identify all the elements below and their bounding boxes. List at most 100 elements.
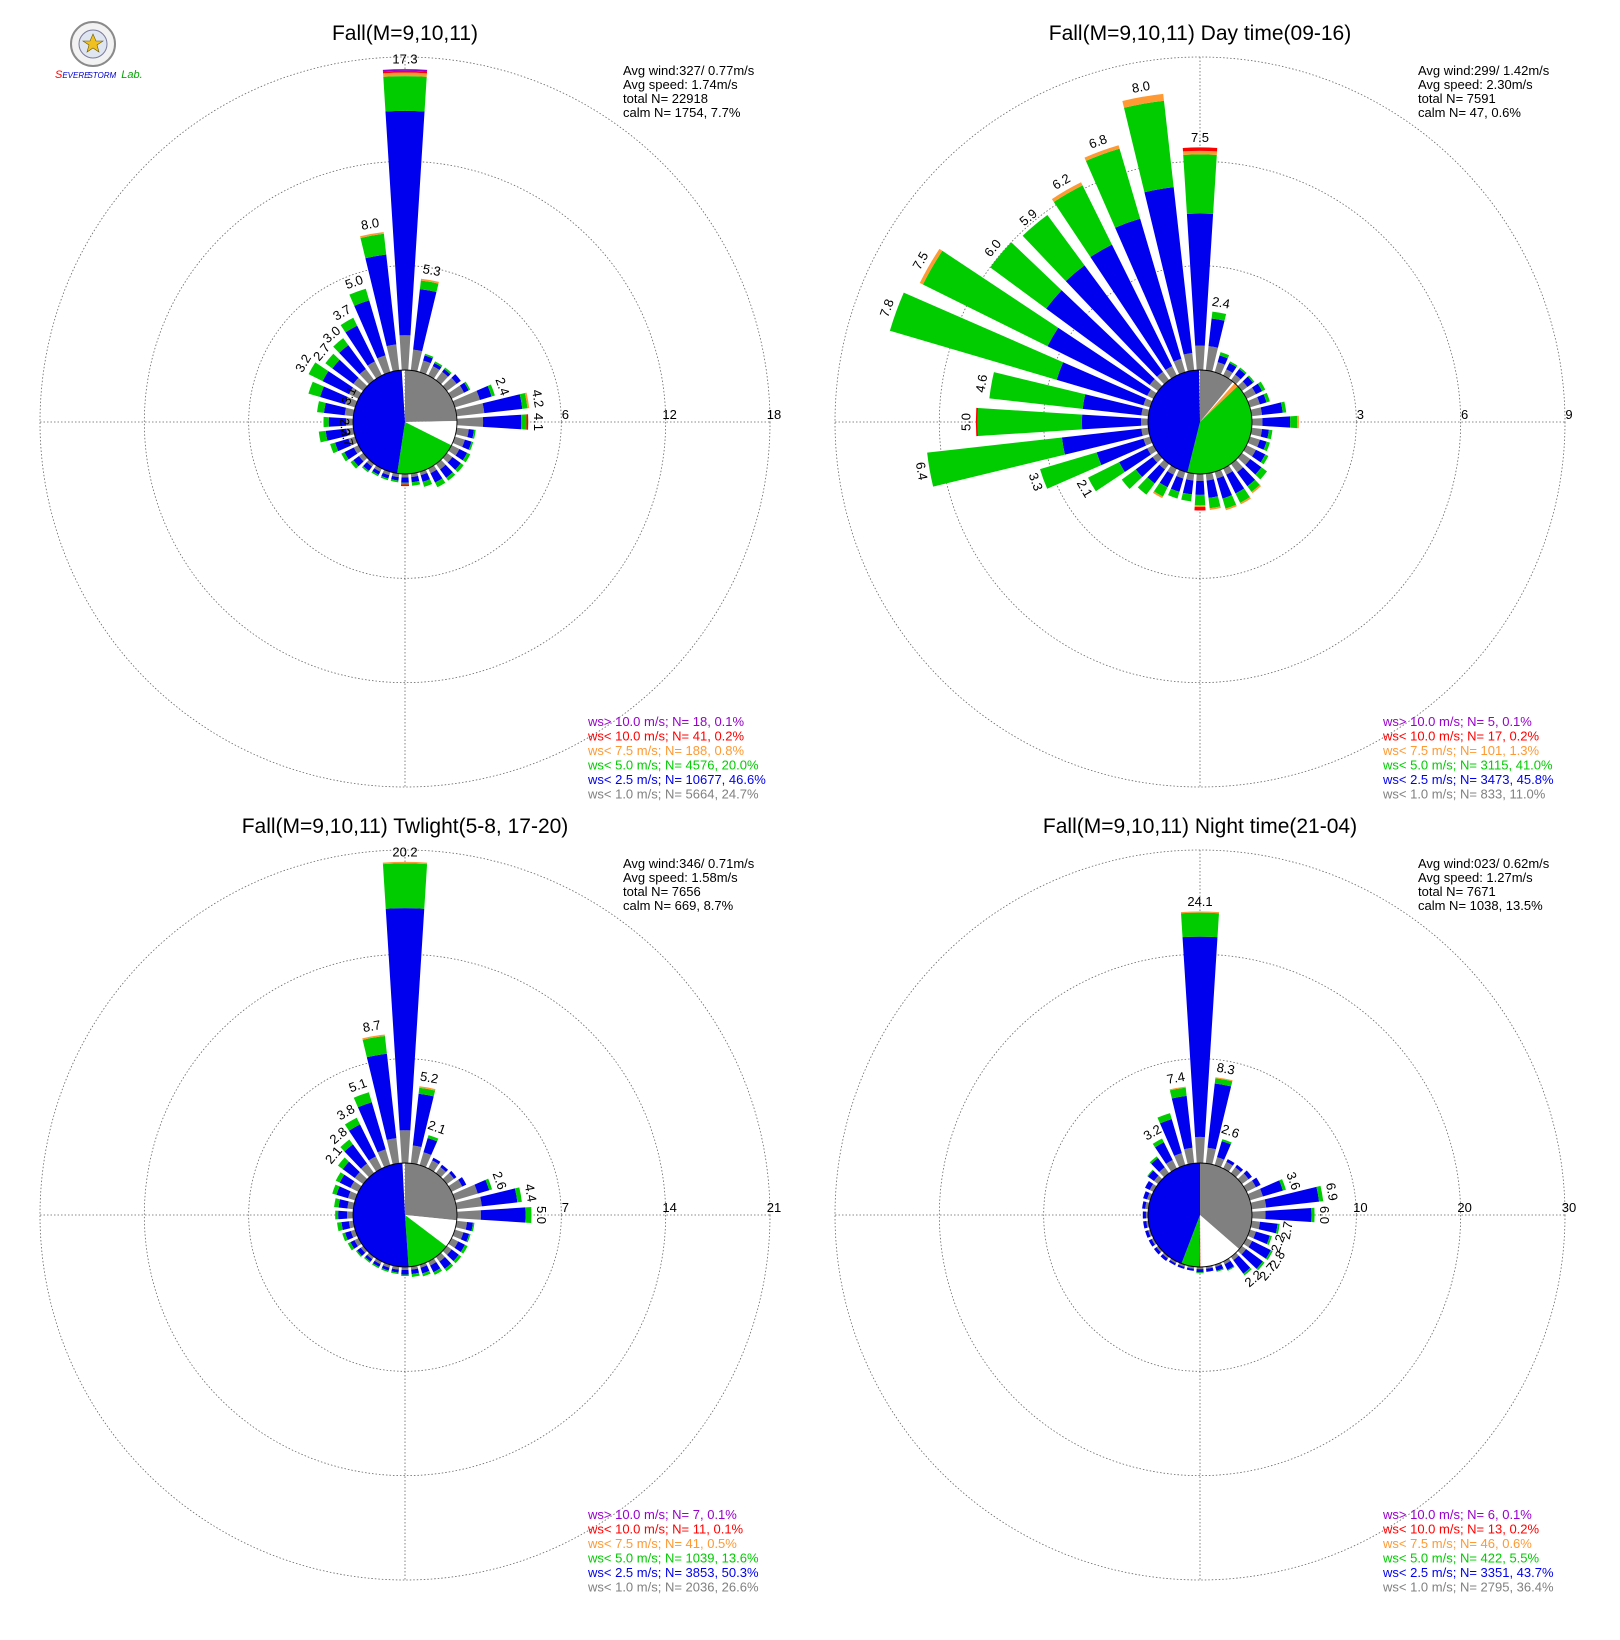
direction-bar [1084,145,1186,375]
legend-entry-gt10: ws> 10.0 m/s; N= 5, 0.1% [1382,714,1532,729]
bar-segment-lt1 [1230,459,1244,473]
bar-segment-lt5 [927,437,1065,487]
bar-segment-lt25 [447,456,461,470]
bar-segment-lt5 [446,472,456,481]
bar-segment-lt1 [1156,371,1170,385]
bar-segment-lt25 [1153,1247,1161,1255]
direction-bar [1181,472,1195,502]
bar-segment-lt25 [1119,448,1151,472]
bar-segment-lt5 [1263,441,1270,452]
legend-entry-lt75: ws< 7.5 m/s; N= 101, 1.3% [1382,743,1540,758]
direction-bar [335,1210,354,1220]
bar-segment-lt1 [354,1238,362,1247]
bar-segment-lt1 [1156,1245,1163,1253]
bar-segment-lt1 [1247,436,1260,447]
bar-segment-lt25 [1186,1267,1194,1271]
bar-segment-lt5 [1181,912,1219,938]
pie-slice-lt10 [1199,1215,1201,1267]
bar-segment-lt1 [347,1201,355,1210]
bar-segment-lt1 [1223,1258,1231,1265]
bar-segment-lt5 [341,452,349,462]
bar-segment-lt1 [456,1210,481,1220]
bar-segment-lt25 [1207,1083,1232,1150]
bar-segment-lt5 [487,384,495,397]
bar-segment-lt1 [360,1245,368,1253]
bar-segment-lt1 [377,355,391,375]
bar-segment-lt5 [323,416,329,428]
direction-bar [1186,1265,1195,1271]
bar-segment-lt25 [1257,439,1267,450]
legend-entry-gt10: ws> 10.0 m/s; N= 7, 0.1% [587,1507,737,1522]
bar-segment-lt25 [412,1093,434,1148]
direction-bar [435,367,452,385]
bar-segment-lt1 [1251,418,1263,426]
bar-segment-lt25 [1147,464,1166,484]
bar-value-label: 3.3 [1026,471,1046,493]
bar-segment-lt25 [1186,213,1214,346]
legend-entry-lt1: ws< 1.0 m/s; N= 833, 11.0% [1382,787,1546,802]
direction-bar [1250,1220,1280,1234]
stat-line: calm N= 669, 8.7% [623,898,734,913]
pie-outline [1147,1162,1253,1268]
direction-bar [455,1187,522,1210]
bar-segment-lt5 [1316,1185,1324,1202]
bar-segment-lt25 [1264,1186,1320,1208]
bar-segment-lt1 [428,465,437,474]
bar-segment-lt5 [1222,495,1237,509]
bar-segment-lt5 [355,1250,362,1258]
bar-segment-lt25 [482,394,523,414]
bar-segment-lt1 [366,459,375,467]
direction-bar [1237,1170,1252,1185]
bar-segment-lt5 [419,280,439,293]
bar-segment-lt5 [1229,361,1238,368]
bar-segment-lt5 [344,1117,361,1131]
bar-segment-lt75 [1152,491,1163,499]
bar-segment-lt5 [317,401,326,413]
panel-title: Fall(M=9,10,11) Day time(09-16) [1049,22,1351,45]
bar-segment-lt1 [368,1156,382,1172]
bar-segment-lt5 [308,362,329,382]
bar-segment-lt5 [342,1232,348,1242]
direction-bar [1247,1179,1286,1201]
direction-bar [400,473,410,487]
bar-value-label: 8.7 [362,1017,382,1035]
direction-bar [442,374,461,392]
bar-segment-lt5 [337,1157,349,1170]
direction-bar [1168,1258,1177,1266]
direction-bar [1122,93,1195,372]
bar-segment-lt25 [413,289,437,352]
stat-line: total N= 7591 [1418,91,1496,106]
bar-segment-lt25 [363,462,373,471]
legend-entry-lt75: ws< 7.5 m/s; N= 188, 0.8% [587,743,745,758]
bar-segment-lt25 [1142,1201,1147,1209]
direction-bar [452,436,474,451]
bar-segment-lt75 [1240,497,1251,505]
bar-segment-lt25 [1061,428,1143,455]
direction-bar [448,381,471,399]
bar-segment-lt25 [320,386,348,405]
direction-bar [1148,1238,1157,1247]
bar-segment-lt1 [1250,1220,1260,1230]
bar-segment-lt25 [446,1249,459,1262]
direction-bar [1142,1211,1149,1219]
ring-tick-label: 3 [1357,407,1364,422]
bar-segment-lt1 [455,403,485,417]
direction-bar [1145,1181,1157,1192]
bar-segment-lt1 [347,1191,358,1201]
bar-segment-lt25 [345,325,375,366]
stat-line: calm N= 1754, 7.7% [623,105,741,120]
panel-title: Fall(M=9,10,11) Twlight(5-8, 17-20) [242,815,569,838]
bar-segment-lt1 [358,452,368,462]
bar-segment-lt5 [1235,488,1250,503]
direction-bar [332,1184,358,1201]
bar-segment-lt25 [391,1268,399,1273]
bar-segment-lt1 [1149,378,1163,392]
bar-segment-lt5 [1255,467,1268,480]
bar-segment-lt25 [1262,416,1291,428]
bar-segment-lt25 [1148,1170,1159,1182]
stat-line: Avg speed: 1.27m/s [1418,870,1533,885]
bar-segment-lt25 [474,1179,490,1194]
bar-segment-lt5 [1211,311,1227,321]
bar-value-label: 2.6 [1219,1121,1241,1141]
